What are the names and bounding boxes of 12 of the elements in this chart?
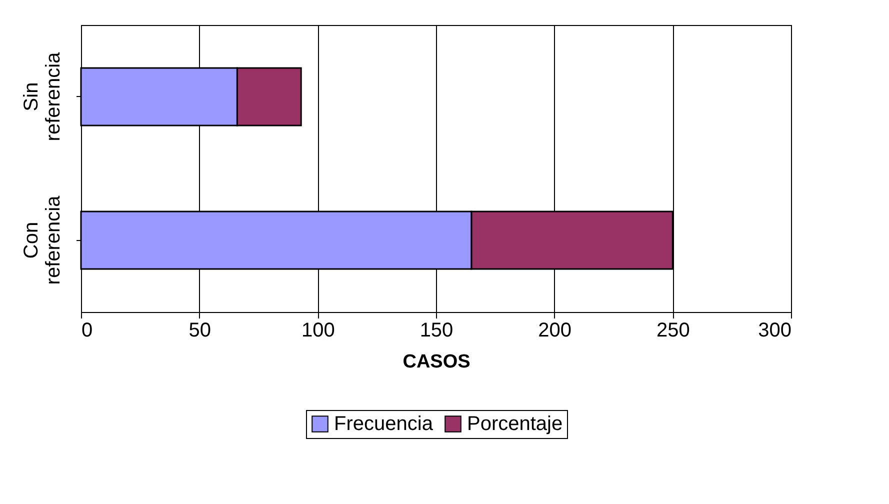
x-axis-title: CASOS [402, 352, 470, 372]
x-tick-label: 0 [82, 320, 93, 342]
y-tick-label: Sin referencia [20, 51, 64, 142]
x-tick-label: 250 [656, 320, 690, 342]
x-tick-label: 300 [758, 320, 792, 342]
x-tick-label: 200 [538, 320, 572, 342]
x-tick-label: 150 [420, 320, 454, 342]
x-tick-label: 50 [188, 320, 211, 342]
y-tick-label: Con referencia [20, 194, 64, 285]
legend-label: Frecuencia [334, 413, 434, 435]
x-tick-label: 100 [301, 320, 335, 342]
legend-label: Porcentaje [467, 413, 563, 435]
